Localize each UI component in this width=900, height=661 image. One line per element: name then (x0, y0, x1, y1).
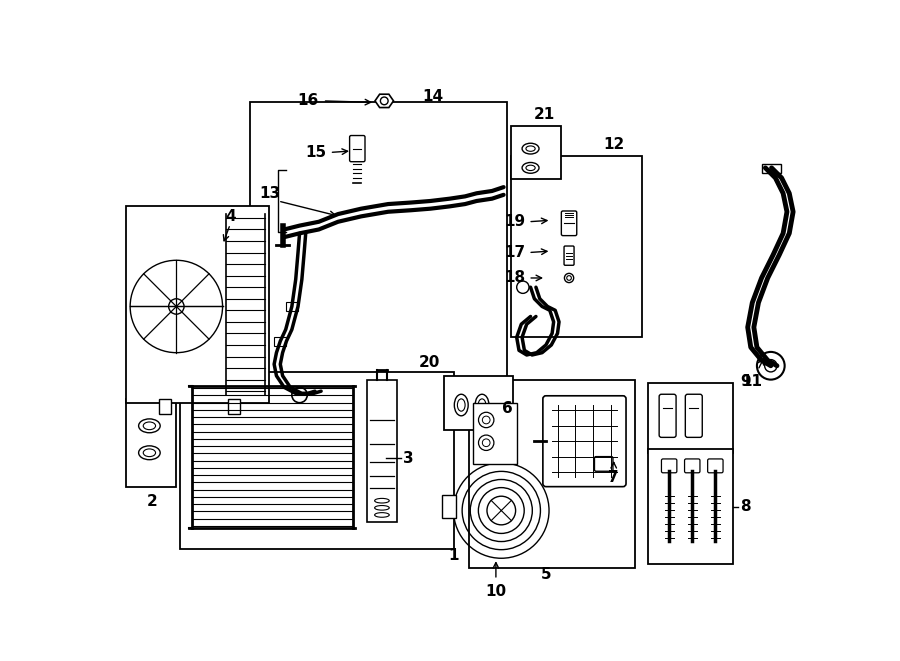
Bar (648, 449, 734, 564)
Text: 15: 15 (305, 145, 327, 160)
FancyBboxPatch shape (562, 211, 577, 235)
FancyBboxPatch shape (662, 459, 677, 473)
Bar (648, 383, 734, 453)
Circle shape (517, 281, 529, 293)
Bar (180, 372, 454, 549)
FancyBboxPatch shape (349, 136, 365, 162)
Bar (285, 302, 298, 311)
Text: 13: 13 (259, 186, 280, 201)
Text: 2: 2 (147, 494, 158, 508)
FancyBboxPatch shape (595, 457, 613, 471)
Text: 5: 5 (541, 567, 552, 582)
Bar (126, 399, 176, 487)
Text: 6: 6 (502, 401, 513, 416)
Text: 17: 17 (504, 245, 526, 260)
FancyBboxPatch shape (659, 394, 676, 438)
FancyBboxPatch shape (564, 246, 574, 265)
Text: 18: 18 (504, 270, 526, 286)
Bar (472, 403, 518, 464)
Bar (511, 156, 643, 337)
Text: 21: 21 (534, 106, 555, 122)
Bar (367, 379, 397, 522)
Text: 16: 16 (298, 93, 319, 108)
Bar (469, 379, 634, 568)
Text: 1: 1 (448, 548, 459, 563)
FancyBboxPatch shape (707, 459, 723, 473)
Bar (274, 336, 286, 346)
Text: 8: 8 (740, 499, 751, 514)
Bar (511, 126, 562, 179)
Text: 20: 20 (418, 356, 440, 370)
Circle shape (292, 387, 307, 403)
Text: 3: 3 (403, 451, 414, 465)
Bar (249, 102, 508, 399)
Text: 19: 19 (504, 214, 526, 229)
FancyBboxPatch shape (685, 459, 700, 473)
Bar (228, 399, 240, 414)
Bar (158, 399, 171, 414)
Bar (444, 375, 513, 430)
Bar (126, 206, 269, 403)
FancyBboxPatch shape (685, 394, 702, 438)
Text: 11: 11 (742, 374, 763, 389)
Circle shape (381, 97, 388, 104)
Text: 14: 14 (422, 89, 444, 104)
Text: 4: 4 (225, 209, 236, 224)
FancyBboxPatch shape (543, 396, 626, 486)
Text: 9: 9 (740, 374, 751, 389)
Text: 7: 7 (608, 471, 619, 485)
Circle shape (757, 352, 785, 379)
Text: 10: 10 (485, 584, 507, 599)
Polygon shape (375, 95, 393, 108)
Bar (761, 164, 781, 173)
Text: 12: 12 (603, 137, 625, 153)
Bar (442, 495, 456, 518)
